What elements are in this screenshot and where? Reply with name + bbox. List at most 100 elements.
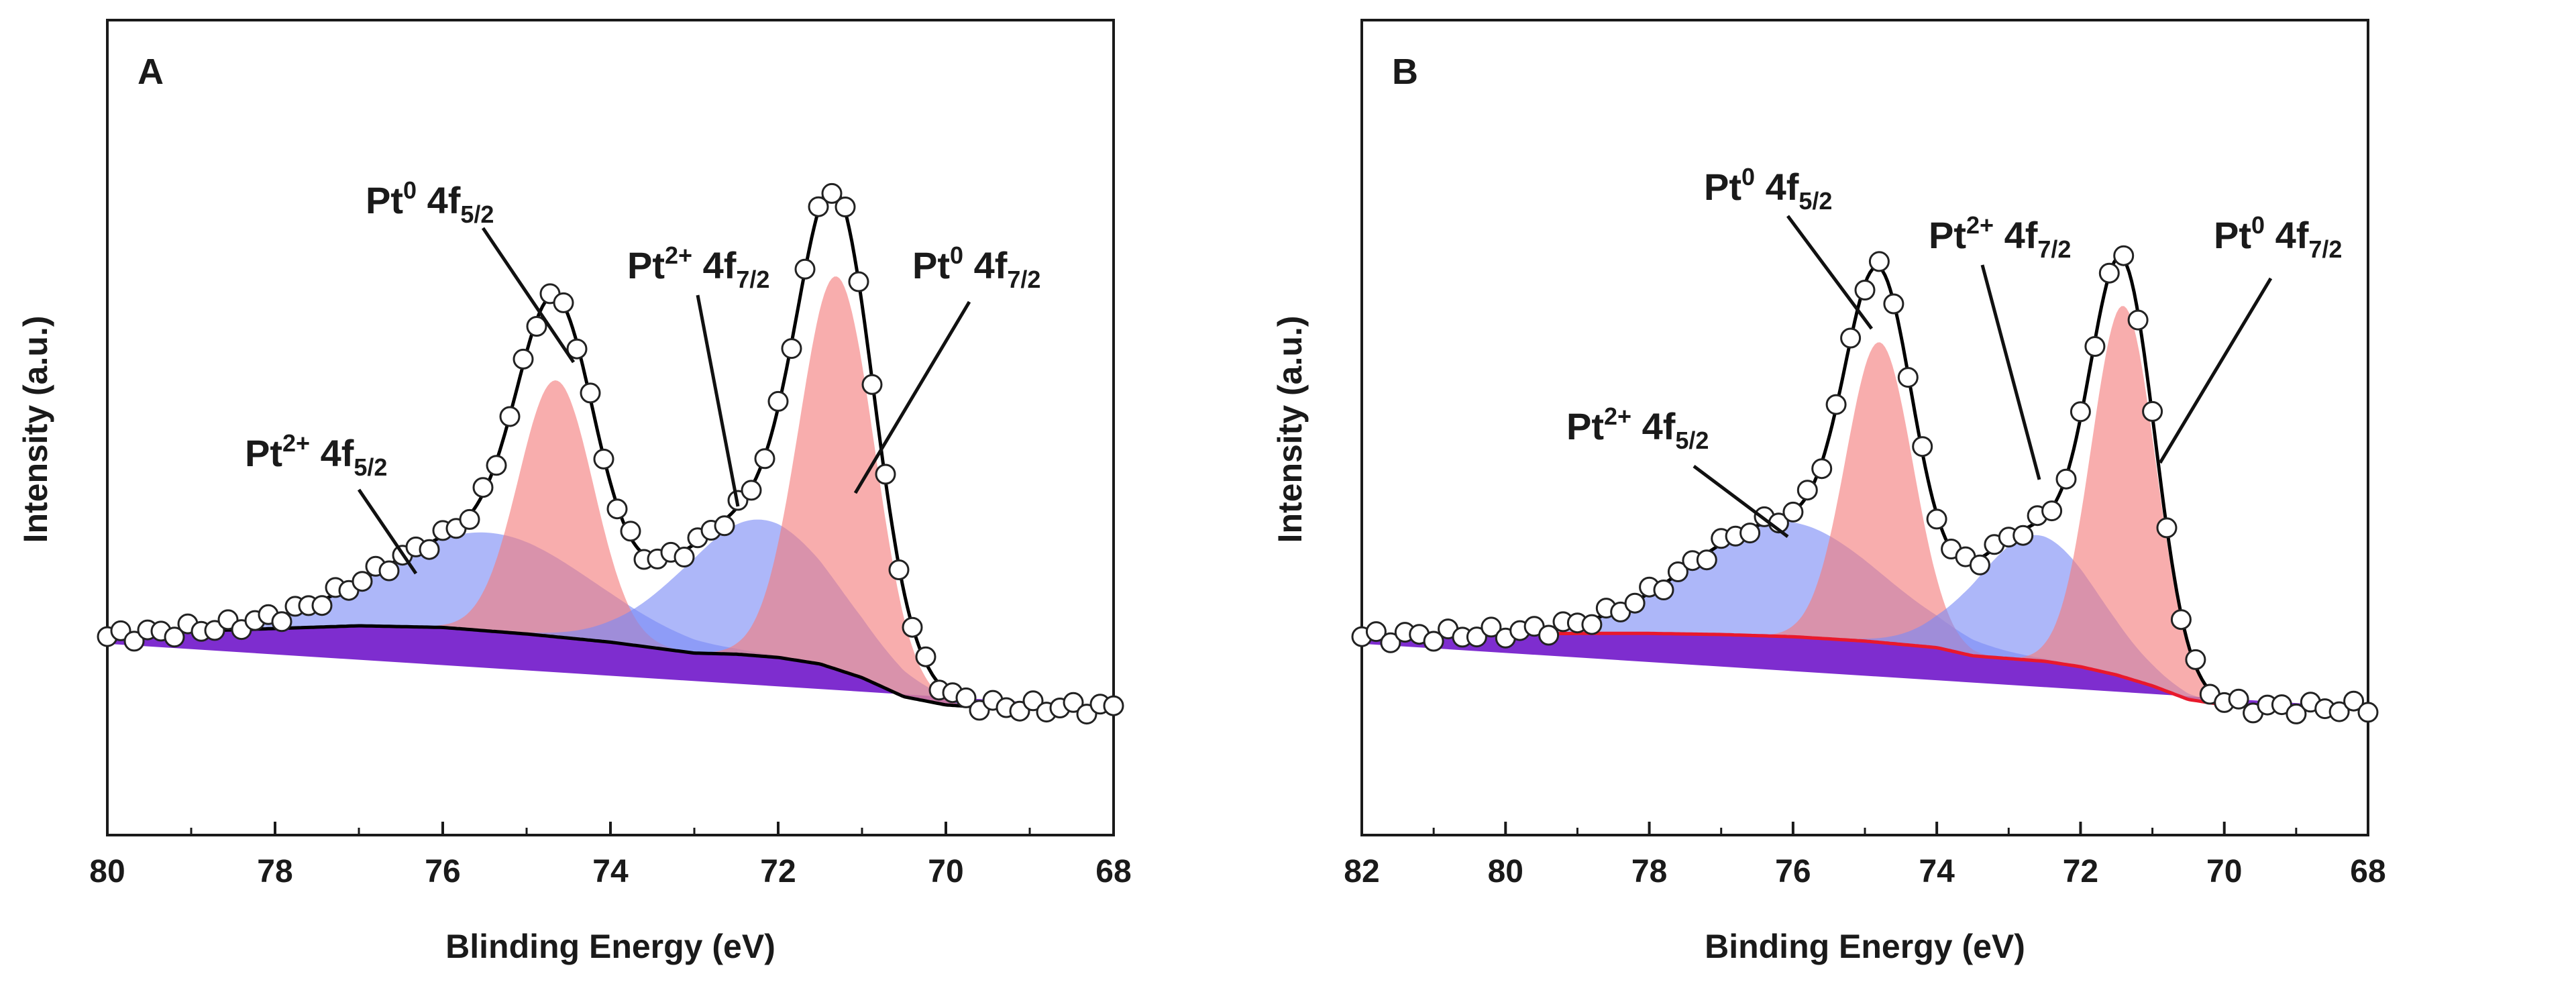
panel-a-data-point <box>164 626 185 648</box>
panel-a-data-point <box>620 521 641 542</box>
panel-a-data-point <box>902 616 923 638</box>
panel-b: B Intensity (a.u.) Binding Energy (eV) 8… <box>1271 19 2386 965</box>
panel-a-data-point <box>110 620 131 641</box>
panel-a-markers <box>97 182 1124 725</box>
panel-a-data-point <box>955 687 977 708</box>
panel-a-data-point <box>861 374 883 395</box>
panel-a-tick-label: 80 <box>89 854 125 889</box>
panel-b-leader-pt0-4f72 <box>2158 277 2273 464</box>
panel-b-data-point <box>2357 702 2379 723</box>
panel-b-data-point <box>1912 436 1933 457</box>
panel-b-data-point <box>2228 688 2249 710</box>
panel-b-data-point <box>2286 703 2307 724</box>
panel-a-data-point <box>459 508 480 530</box>
panel-b-data-point <box>2113 245 2135 266</box>
panel-b-data-point <box>1782 501 1804 523</box>
panel-b-data-point <box>1380 632 1401 653</box>
panel-a-data-point <box>915 646 936 667</box>
panel-a-data-point <box>888 559 910 580</box>
panel-b-label-pt2-4f72: Pt2+ 4f7/2 <box>1929 211 2071 263</box>
panel-b-tick-label: 74 <box>1919 854 1955 889</box>
panel-a-data-point <box>311 595 333 616</box>
panel-a-data-point <box>674 547 695 567</box>
panel-b-data-point <box>2142 400 2163 422</box>
panel-b-data-point <box>2170 609 2192 631</box>
panel-b-peak-2 <box>1362 342 2368 708</box>
panel-a-tick-label: 76 <box>425 854 460 889</box>
panel-b-xlabel: Binding Energy (eV) <box>1705 928 2025 965</box>
panel-a-tick-label: 72 <box>760 854 796 889</box>
panel-b-background-area <box>1362 633 2368 708</box>
panel-a-x-ticks: 80 78 76 74 72 70 68 <box>89 822 1132 889</box>
panel-a-data-point <box>580 382 601 404</box>
panel-b-tick-label: 76 <box>1775 854 1811 889</box>
panel-b-annotations: Pt0 4f5/2 Pt2+ 4f7/2 Pt0 4f7/2 Pt2+ 4f5/… <box>1566 163 2342 538</box>
panel-b-data-point <box>1811 458 1833 480</box>
panel-a-tick-label: 70 <box>928 854 963 889</box>
panel-b-label: B <box>1392 52 1418 92</box>
panel-b-data-point <box>2156 517 2178 539</box>
panel-a-leader-pt0-4f52 <box>481 227 576 364</box>
panel-b-data-point <box>1481 616 1502 638</box>
panel-b-leader-pt2-4f52 <box>1693 465 1789 538</box>
panel-b-data-point <box>1423 631 1444 652</box>
panel-b-peak-4 <box>1362 306 2368 708</box>
panel-a-leader-pt2-4f72 <box>696 294 740 507</box>
panel-b-data-point <box>1466 626 1487 648</box>
panel-a-data-point <box>352 571 373 592</box>
panel-a-data-point <box>821 182 843 204</box>
panel-b-data-point <box>2098 262 2120 284</box>
panel-a-data-point <box>378 560 400 582</box>
panel-b-tick-label: 68 <box>2350 854 2385 889</box>
panel-a: A Intensity (a.u.) Blinding Energy (eV) … <box>17 19 1132 965</box>
panel-b-data-point <box>1897 367 1919 388</box>
panel-a-xlabel: Blinding Energy (eV) <box>445 928 775 965</box>
panel-b-data-point <box>2041 500 2063 522</box>
panel-b-data-point <box>1796 480 1818 501</box>
panel-a-leader-pt2-4f52 <box>357 488 418 575</box>
panel-a-tick-label: 68 <box>1095 854 1131 889</box>
panel-a-data-point <box>526 316 547 337</box>
panel-b-data-point <box>2185 649 2206 670</box>
panel-b-data-point <box>1883 293 1904 315</box>
panel-b-data-point <box>2343 690 2365 712</box>
panel-b-tick-label: 82 <box>1344 854 1379 889</box>
panel-b-data-point <box>1840 327 1862 349</box>
panel-b-data-point <box>2055 468 2077 490</box>
panel-a-data-point <box>1022 690 1044 712</box>
panel-a-data-point <box>123 631 145 652</box>
panel-b-data-point <box>2328 701 2350 722</box>
panel-b-data-point <box>1581 614 1603 635</box>
panel-b-label-pt0-4f72: Pt0 4f7/2 <box>2214 211 2342 263</box>
panel-a-data-point <box>767 390 789 412</box>
panel-b-tick-label: 80 <box>1488 854 1523 889</box>
panel-b-x-ticks: 82 80 78 76 74 72 70 68 <box>1344 822 2386 889</box>
panel-b-ylabel: Intensity (a.u.) <box>1271 316 1309 543</box>
panel-a-label-pt2-4f72: Pt2+ 4f7/2 <box>627 241 769 293</box>
panel-a-data-point <box>875 463 896 485</box>
panel-b-data-point <box>2070 401 2091 423</box>
panel-b-data-point <box>1868 251 1890 272</box>
panel-b-data-point <box>1854 280 1876 300</box>
panel-a-tick-label: 78 <box>257 854 292 889</box>
panel-b-leader-pt0-4f52 <box>1786 215 1874 330</box>
panel-a-annotations: Pt0 4f5/2 Pt2+ 4f7/2 Pt0 4f7/2 Pt2+ 4f5/… <box>245 176 1040 575</box>
panel-a-leader-pt0-4f72 <box>853 300 971 494</box>
panel-a-data-point <box>835 197 856 217</box>
panel-a-data-point <box>1063 692 1084 713</box>
panel-b-fills <box>1362 306 2368 708</box>
panel-a-data-point <box>794 258 816 280</box>
panel-a-label-pt0-4f52: Pt0 4f5/2 <box>366 176 494 228</box>
panel-b-label-pt0-4f52: Pt0 4f5/2 <box>1704 163 1832 215</box>
panel-b-data-point <box>2127 309 2149 331</box>
panel-b-data-point <box>1365 621 1387 643</box>
panel-a-data-point <box>754 448 775 470</box>
panel-a-data-point <box>419 539 440 560</box>
panel-b-data-point <box>2012 525 2034 546</box>
panel-a-label-pt2-4f52: Pt2+ 4f5/2 <box>245 429 387 481</box>
panel-a-data-point <box>513 348 534 370</box>
panel-a-data-point <box>566 338 588 360</box>
panel-a-data-point <box>553 292 574 313</box>
panel-b-tick-label: 72 <box>2063 854 2098 889</box>
